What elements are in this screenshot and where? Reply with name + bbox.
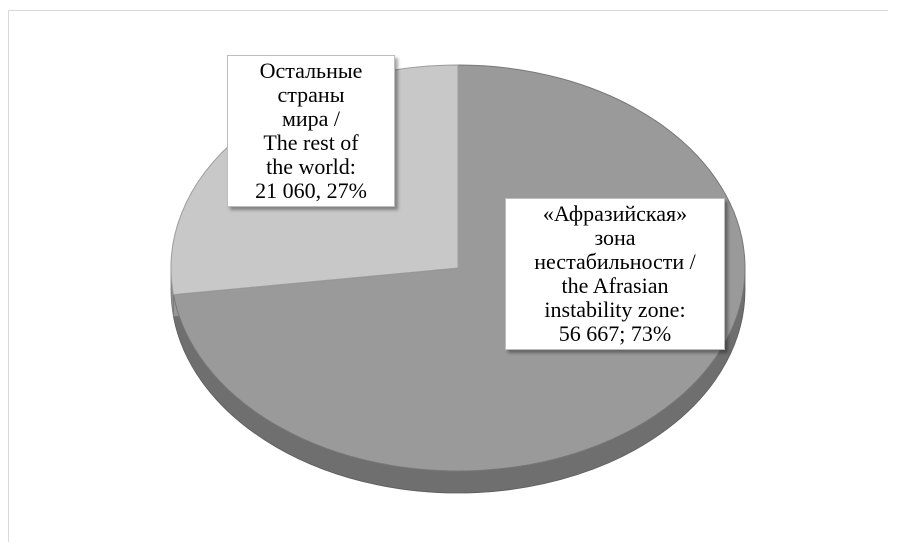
- chart-area: [8, 10, 888, 542]
- label-line: 21 060, 27%: [255, 178, 367, 203]
- label-line: Остальные: [259, 58, 363, 83]
- label-afrasian-zone: «Афразийская» зона нестабильности / the …: [505, 198, 725, 350]
- label-line: нестабильности /: [534, 249, 696, 274]
- pie-slice-0: [172, 64, 746, 472]
- label-line: зона: [594, 225, 636, 250]
- label-line: «Афразийская»: [542, 201, 688, 226]
- label-line: the world:: [266, 154, 356, 179]
- label-rest-of-world: Остальные страны мира / The rest of the …: [227, 55, 395, 207]
- label-line: instability zone:: [544, 297, 686, 322]
- label-line: мира /: [281, 106, 341, 131]
- label-line: страны: [277, 82, 345, 107]
- label-line: 56 667; 73%: [558, 321, 672, 346]
- label-line: The rest of: [263, 130, 359, 155]
- label-line: the Afrasian: [561, 273, 669, 298]
